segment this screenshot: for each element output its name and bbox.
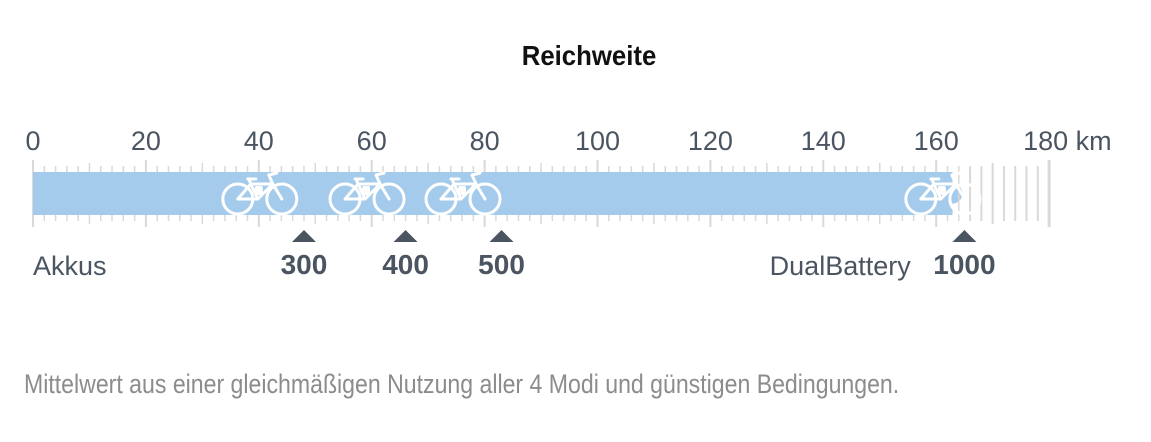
tick-label: 120 <box>688 126 733 156</box>
axis-tick-labels: 0 20 40 60 80 100 120 140 160 180 km <box>25 126 1111 156</box>
marker-label: 400 <box>382 249 429 280</box>
group-labels: Akkus DualBattery <box>33 251 911 281</box>
marker-triangle <box>291 230 316 242</box>
tick-label: 80 <box>470 126 500 156</box>
axis-ticks <box>32 160 1051 227</box>
tick-label: 0 <box>25 126 40 156</box>
bicycle-icon <box>328 171 406 216</box>
tick-label: 20 <box>131 126 161 156</box>
marker-label: 300 <box>281 249 328 280</box>
tick-label: 160 <box>914 126 959 156</box>
marker-triangle <box>489 230 514 242</box>
chart-title: Reichweite <box>521 40 657 71</box>
marker-triangle <box>952 230 977 242</box>
tick-label: 40 <box>244 126 274 156</box>
range-chart: 0 20 40 60 80 100 120 140 160 180 km 300 400 500 100… <box>25 126 1111 281</box>
bicycle-icon <box>424 171 502 216</box>
marker-label: 1000 <box>933 249 995 280</box>
marker-triangle <box>393 230 418 242</box>
bicycle-icon <box>904 171 982 216</box>
group-label: DualBattery <box>770 251 912 281</box>
tick-label: 180 km <box>1023 126 1112 156</box>
marker-label: 500 <box>478 249 525 280</box>
tick-label: 100 <box>575 126 620 156</box>
bike-icons <box>221 171 982 216</box>
range-bar-fill <box>33 172 953 215</box>
tick-label: 140 <box>801 126 846 156</box>
tick-label: 60 <box>357 126 387 156</box>
group-label: Akkus <box>33 251 107 281</box>
capacity-markers: 300 400 500 1000 <box>281 230 996 280</box>
footnote: Mittelwert aus einer gleichmäßigen Nutzu… <box>24 369 900 399</box>
bicycle-icon <box>221 171 299 216</box>
